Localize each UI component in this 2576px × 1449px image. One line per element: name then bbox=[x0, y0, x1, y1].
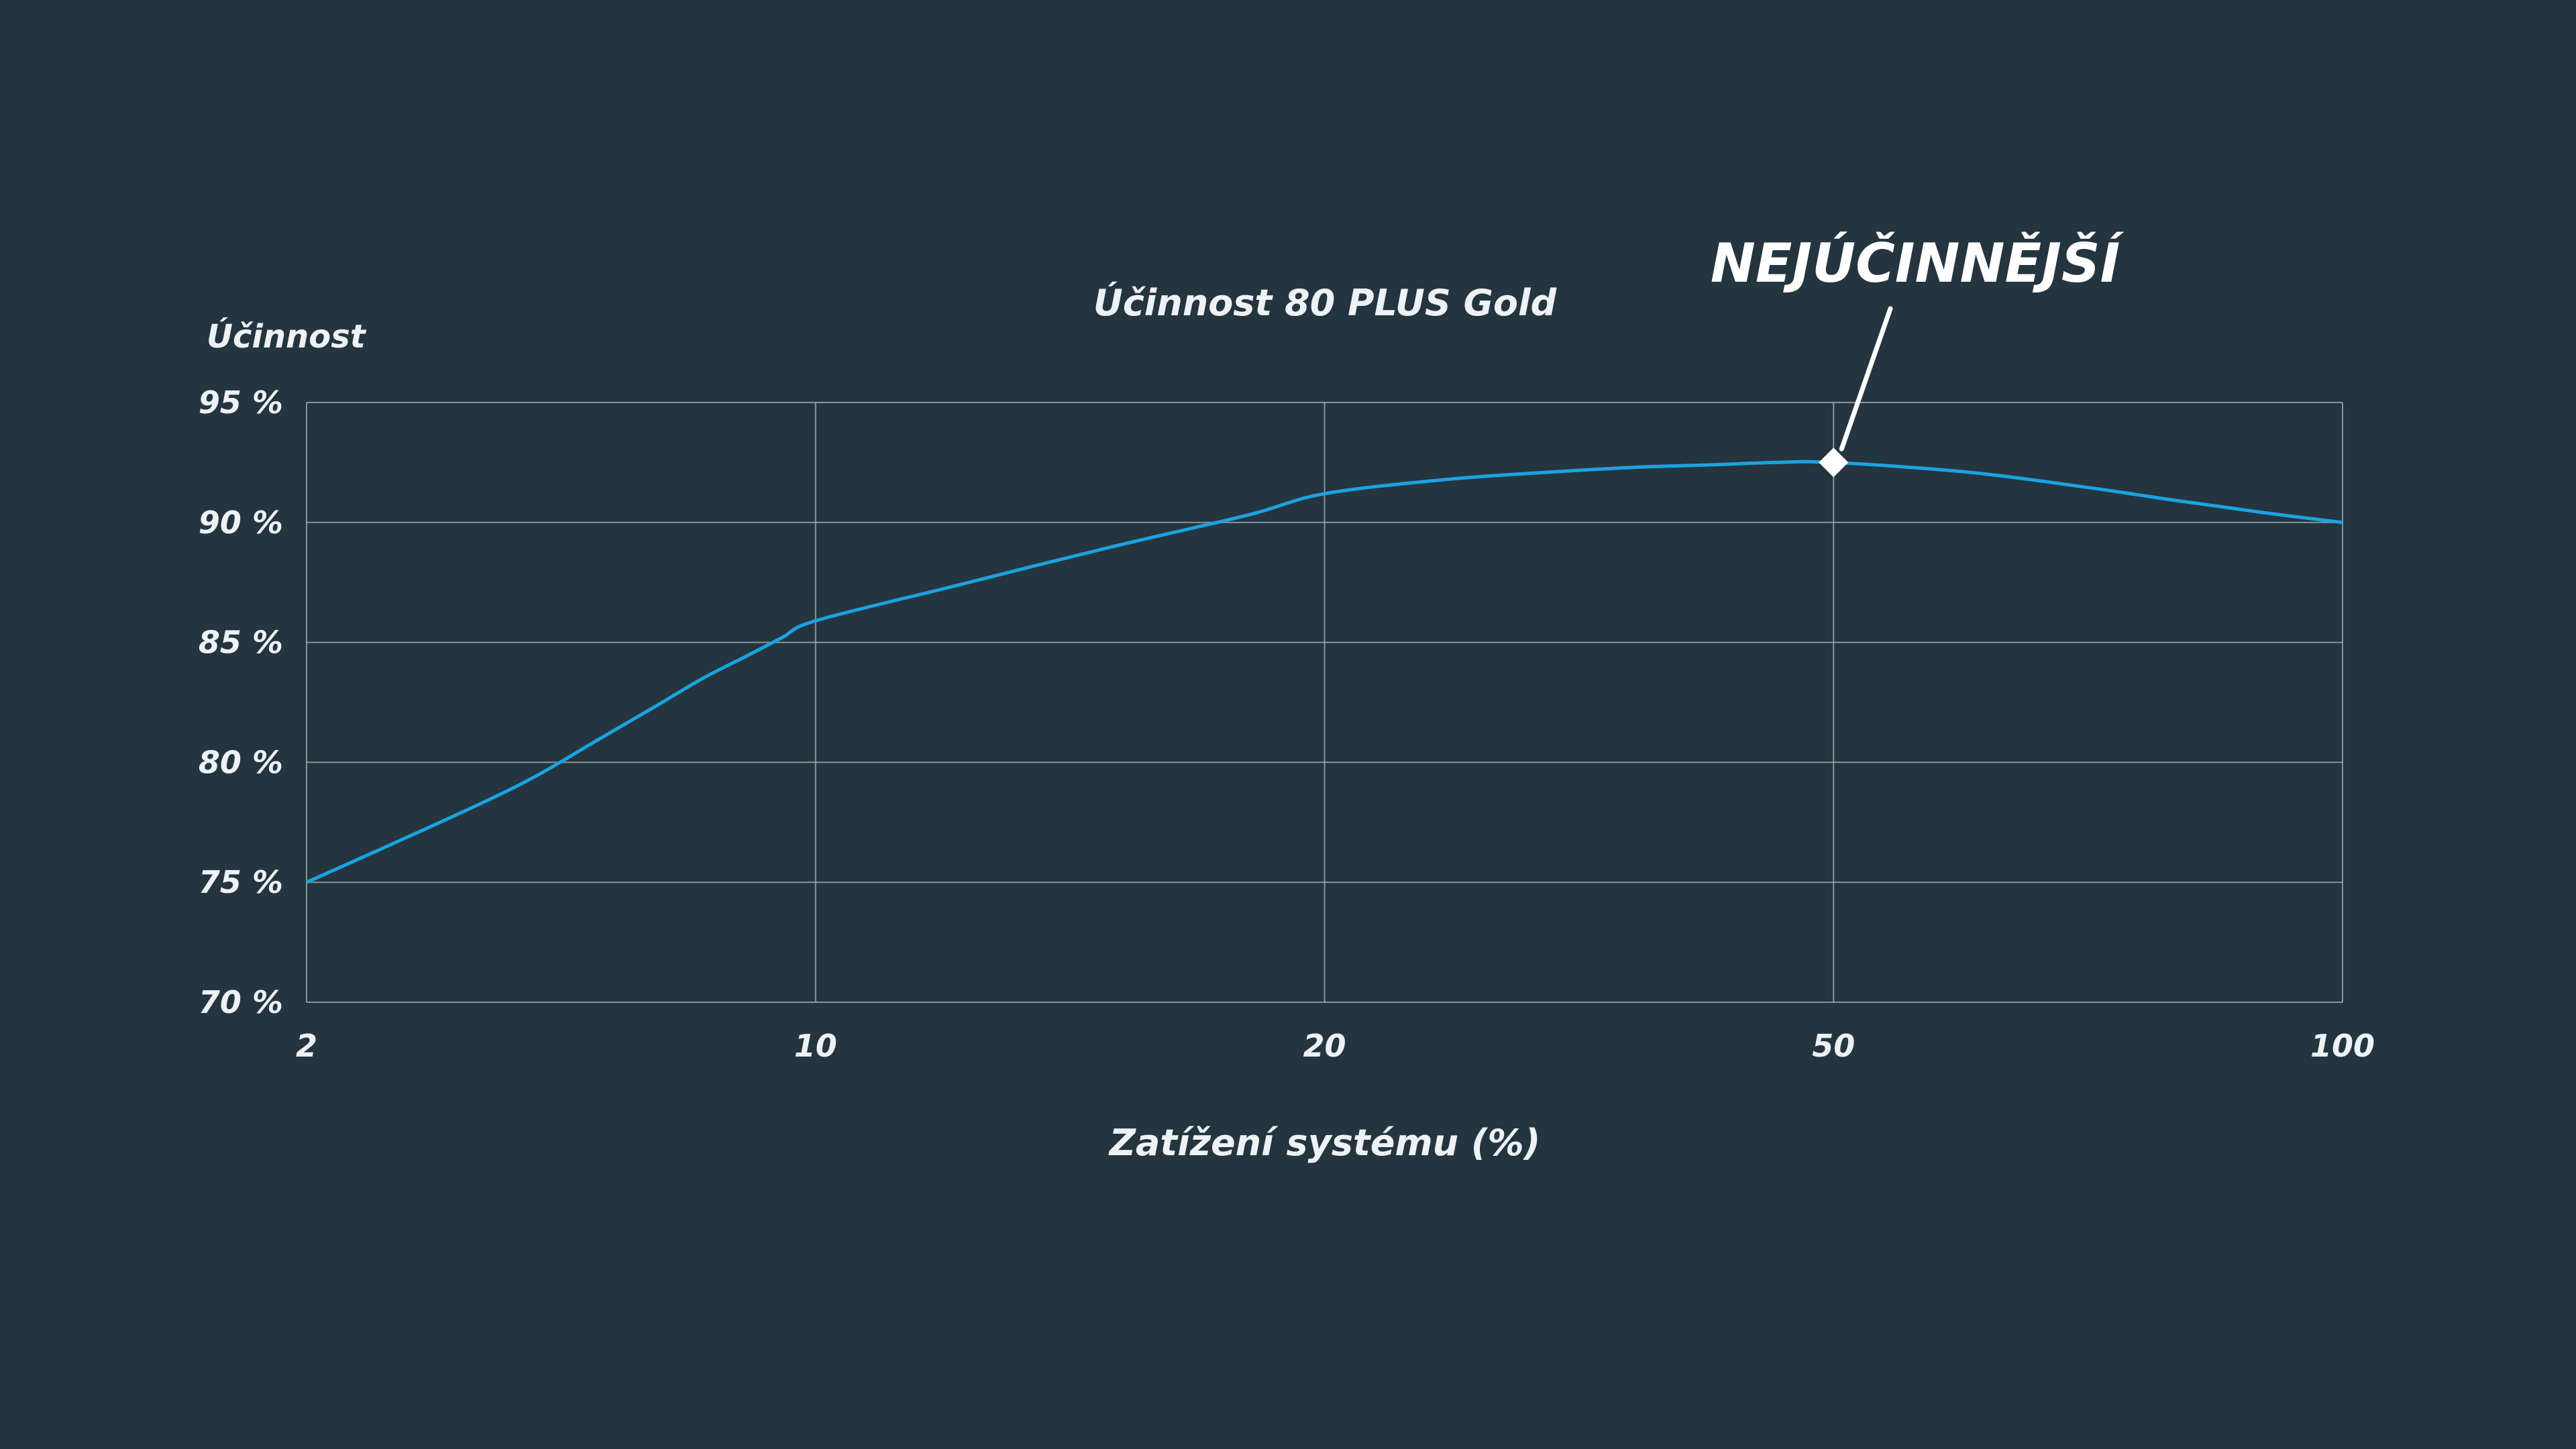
x-tick-label: 20 bbox=[1303, 1028, 1346, 1064]
x-tick-label: 50 bbox=[1812, 1028, 1855, 1064]
peak-marker bbox=[1819, 447, 1849, 478]
y-axis-title: Účinnost bbox=[207, 317, 367, 356]
x-tick-label: 10 bbox=[794, 1028, 837, 1064]
series-line-0 bbox=[305, 460, 2343, 884]
annotation bbox=[1819, 306, 1893, 478]
annotation-label: NEJÚČINNĚJŠÍ bbox=[1711, 231, 2125, 294]
y-tick-label: 80 % bbox=[199, 744, 283, 780]
x-tick-label: 100 bbox=[2310, 1028, 2375, 1064]
y-tick-label: 85 % bbox=[199, 625, 283, 661]
series bbox=[305, 460, 2343, 884]
y-tick-label: 90 % bbox=[199, 504, 283, 541]
y-tick-labels: 95 % 90 % 85 % 80 % 75 % 70 % bbox=[199, 384, 283, 1020]
x-axis-title: Zatížení systému (%) bbox=[1108, 1122, 1541, 1164]
x-tick-labels: 2 10 20 50 100 bbox=[296, 1028, 2375, 1064]
x-tick-label: 2 bbox=[296, 1028, 317, 1064]
series-title: Účinnost 80 PLUS Gold bbox=[1093, 282, 1558, 324]
y-tick-label: 95 % bbox=[199, 384, 283, 421]
grid bbox=[306, 402, 2343, 1003]
annotation-pointer bbox=[1839, 306, 1893, 451]
y-tick-label: 70 % bbox=[199, 984, 283, 1020]
y-tick-label: 75 % bbox=[199, 864, 283, 900]
